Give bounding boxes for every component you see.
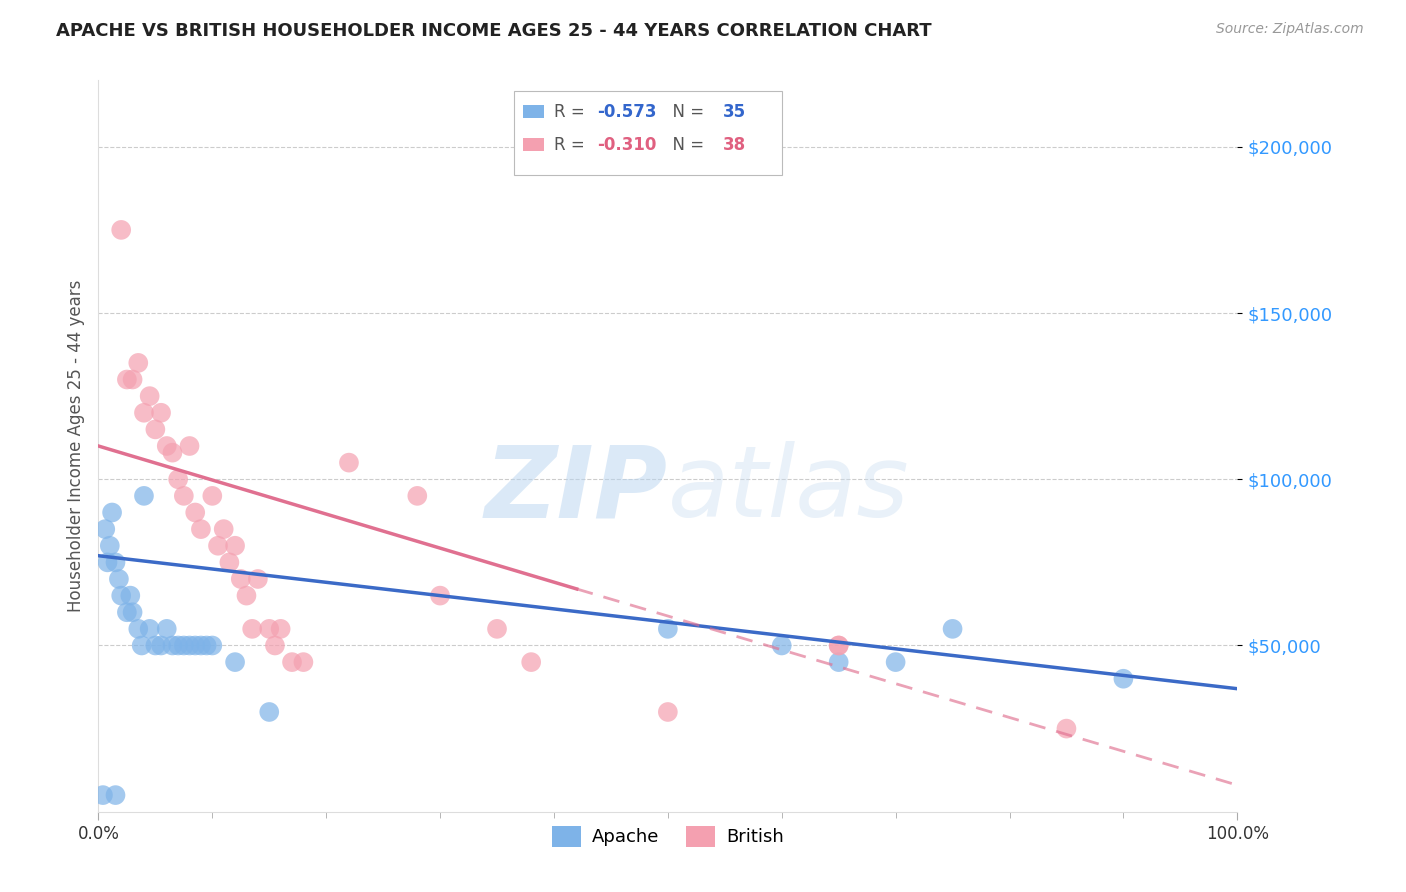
Point <box>520 655 543 669</box>
Text: Source: ZipAtlas.com: Source: ZipAtlas.com <box>1216 22 1364 37</box>
Point <box>264 639 287 653</box>
Text: 35: 35 <box>723 103 745 120</box>
Point <box>184 639 207 653</box>
Point <box>145 422 167 436</box>
Point <box>246 572 269 586</box>
Point <box>108 572 131 586</box>
Point <box>156 439 179 453</box>
Point <box>259 705 281 719</box>
Point <box>150 406 173 420</box>
Point <box>1112 672 1135 686</box>
Point <box>884 655 907 669</box>
Text: N =: N = <box>662 136 710 153</box>
Point <box>127 622 149 636</box>
Point <box>207 539 229 553</box>
Point <box>98 539 121 553</box>
Point <box>167 639 190 653</box>
Point <box>115 372 138 386</box>
Point <box>229 572 252 586</box>
Point <box>218 555 240 569</box>
Point <box>657 705 679 719</box>
Point <box>224 655 246 669</box>
Point <box>167 472 190 486</box>
Y-axis label: Householder Income Ages 25 - 44 years: Householder Income Ages 25 - 44 years <box>66 280 84 612</box>
Point <box>828 655 851 669</box>
Point <box>406 489 429 503</box>
Text: R =: R = <box>554 103 591 120</box>
Point <box>131 639 153 653</box>
Text: -0.573: -0.573 <box>598 103 657 120</box>
FancyBboxPatch shape <box>523 105 544 119</box>
Legend: Apache, British: Apache, British <box>544 819 792 854</box>
Point <box>1054 722 1078 736</box>
FancyBboxPatch shape <box>523 138 544 152</box>
Point <box>429 589 451 603</box>
Point <box>94 522 117 536</box>
Point <box>110 223 132 237</box>
Text: N =: N = <box>662 103 710 120</box>
Point <box>101 506 124 520</box>
Point <box>195 639 218 653</box>
Point <box>179 439 201 453</box>
Text: 38: 38 <box>723 136 745 153</box>
FancyBboxPatch shape <box>515 91 782 176</box>
Point <box>942 622 965 636</box>
Point <box>224 539 246 553</box>
Point <box>91 788 114 802</box>
Point <box>145 639 167 653</box>
Point <box>115 605 138 619</box>
Point <box>120 589 142 603</box>
Point <box>173 489 195 503</box>
Text: R =: R = <box>554 136 591 153</box>
Point <box>162 639 184 653</box>
Point <box>127 356 149 370</box>
Text: ZIP: ZIP <box>485 442 668 539</box>
Point <box>828 639 851 653</box>
Point <box>138 389 160 403</box>
Point <box>156 622 179 636</box>
Point <box>190 639 212 653</box>
Text: -0.310: -0.310 <box>598 136 657 153</box>
Point <box>240 622 263 636</box>
Point <box>104 555 127 569</box>
Point <box>190 522 212 536</box>
Point <box>259 622 281 636</box>
Point <box>281 655 304 669</box>
Point <box>104 788 127 802</box>
Point <box>270 622 292 636</box>
Text: atlas: atlas <box>668 442 910 539</box>
Point <box>96 555 118 569</box>
Point <box>486 622 509 636</box>
Point <box>337 456 360 470</box>
Point <box>179 639 201 653</box>
Point <box>121 372 143 386</box>
Point <box>132 489 155 503</box>
Point <box>150 639 173 653</box>
Point <box>138 622 160 636</box>
Point <box>657 622 679 636</box>
Point <box>173 639 195 653</box>
Text: APACHE VS BRITISH HOUSEHOLDER INCOME AGES 25 - 44 YEARS CORRELATION CHART: APACHE VS BRITISH HOUSEHOLDER INCOME AGE… <box>56 22 932 40</box>
Point <box>201 489 224 503</box>
Point <box>770 639 793 653</box>
Point <box>828 639 851 653</box>
Point <box>292 655 315 669</box>
Point <box>132 406 155 420</box>
Point <box>184 506 207 520</box>
Point <box>201 639 224 653</box>
Point <box>235 589 257 603</box>
Point <box>212 522 235 536</box>
Point <box>121 605 143 619</box>
Point <box>110 589 132 603</box>
Point <box>162 445 184 459</box>
